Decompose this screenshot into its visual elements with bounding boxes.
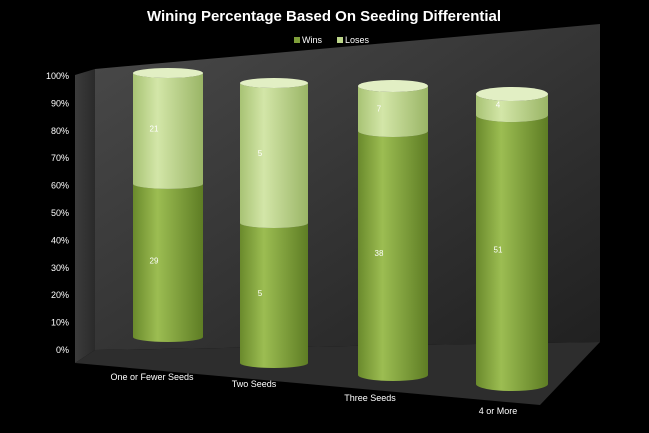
data-label-loses: 21 <box>150 124 159 133</box>
y-tick-label: 10% <box>51 318 69 328</box>
y-tick-label: 0% <box>56 345 69 355</box>
side-wall <box>75 69 95 363</box>
bar-wins <box>476 115 548 391</box>
legend: Wins Loses <box>294 35 370 45</box>
bar-loses <box>133 73 203 189</box>
category-label: 4 or More <box>479 406 518 416</box>
floor <box>75 342 600 405</box>
y-tick-label: 40% <box>51 235 69 245</box>
bar-group: 29 21 <box>133 68 203 342</box>
bar-wins <box>240 223 308 368</box>
chart-title: Wining Percentage Based On Seeding Diffe… <box>147 8 501 25</box>
data-label-loses: 5 <box>258 149 263 158</box>
back-wall <box>95 24 600 350</box>
y-tick-label: 70% <box>51 153 69 163</box>
legend-label-wins: Wins <box>302 35 322 45</box>
bar-top-cap <box>476 87 548 101</box>
bar-top-cap <box>358 80 428 92</box>
y-tick-label: 100% <box>46 71 69 81</box>
bar-group: 51 4 <box>476 87 548 391</box>
category-axis: One or Fewer Seeds Two Seeds Three Seeds 4 … <box>110 372 517 416</box>
bar-loses <box>240 83 308 228</box>
category-label: Two Seeds <box>232 379 277 389</box>
bar-loses <box>476 94 548 123</box>
bar-group: 38 7 <box>358 80 428 381</box>
y-axis: 0% 10% 20% 30% 40% 50% 60% 70% 80% 90% 100% <box>46 71 69 355</box>
category-label: Three Seeds <box>344 393 396 403</box>
data-label-wins: 51 <box>494 246 503 255</box>
category-label: One or Fewer Seeds <box>110 372 194 382</box>
y-tick-label: 60% <box>51 181 69 191</box>
bar-wins <box>133 183 203 342</box>
bar-top-cap <box>133 68 203 78</box>
bar-wins <box>358 130 428 381</box>
data-label-wins: 29 <box>150 256 159 265</box>
y-tick-label: 30% <box>51 263 69 273</box>
bar-top-cap <box>240 78 308 88</box>
y-tick-label: 90% <box>51 98 69 108</box>
y-tick-label: 80% <box>51 126 69 136</box>
legend-label-loses: Loses <box>345 35 370 45</box>
y-tick-label: 50% <box>51 208 69 218</box>
bar-loses <box>358 86 428 137</box>
data-label-wins: 38 <box>375 249 384 258</box>
legend-swatch-loses <box>337 37 343 43</box>
legend-swatch-wins <box>294 37 300 43</box>
data-label-wins: 5 <box>258 289 263 298</box>
y-tick-label: 20% <box>51 290 69 300</box>
data-label-loses: 7 <box>377 104 382 113</box>
bar-group: 55 <box>240 78 308 368</box>
data-label-loses: 4 <box>496 101 501 110</box>
